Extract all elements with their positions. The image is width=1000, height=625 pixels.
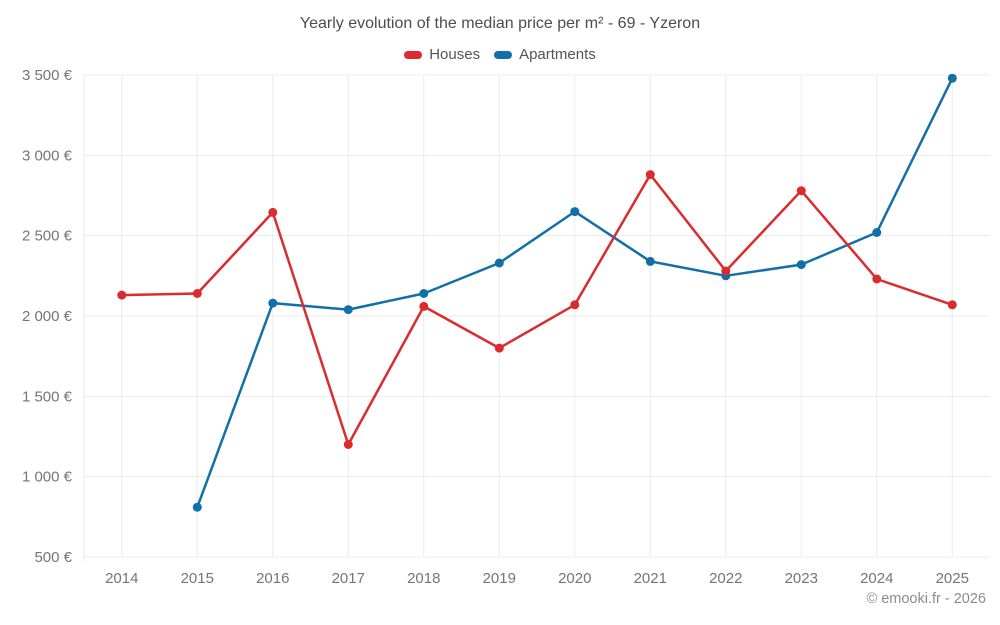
houses-point-2018[interactable] <box>419 301 429 311</box>
houses-point-2021[interactable] <box>645 170 655 180</box>
y-tick-label: 2 500 € <box>22 228 73 245</box>
houses-point-2017[interactable] <box>343 440 353 449</box>
houses-point-2022[interactable] <box>721 266 731 276</box>
y-tick-label: 2 000 € <box>22 308 73 325</box>
y-tick-label: 500 € <box>34 549 72 566</box>
x-tick-label: 2024 <box>860 570 893 587</box>
x-tick-label: 2015 <box>181 570 214 587</box>
watermark: © emooki.fr - 2026 <box>866 591 986 607</box>
chart-legend: Houses Apartments <box>0 46 1000 63</box>
apartments-point-2016[interactable] <box>268 298 278 308</box>
x-tick-label: 2019 <box>483 570 516 587</box>
houses-point-2016[interactable] <box>268 207 278 217</box>
x-tick-label: 2014 <box>105 570 138 587</box>
x-tick-label: 2022 <box>709 570 742 587</box>
apartments-point-2020[interactable] <box>570 207 580 217</box>
x-tick-label: 2021 <box>634 570 667 587</box>
x-tick-label: 2025 <box>936 570 969 587</box>
houses-point-2023[interactable] <box>796 186 806 196</box>
x-tick-label: 2017 <box>332 570 365 587</box>
y-tick-label: 3 000 € <box>22 147 73 164</box>
y-tick-label: 1 500 € <box>22 388 73 405</box>
houses-point-2024[interactable] <box>872 274 882 284</box>
x-tick-label: 2018 <box>407 570 440 587</box>
apartments-point-2023[interactable] <box>796 260 806 270</box>
apartments-point-2025[interactable] <box>947 73 957 83</box>
y-tick-label: 1 000 € <box>22 469 73 486</box>
houses-legend-swatch-icon <box>404 50 423 59</box>
houses-point-2019[interactable] <box>494 343 504 353</box>
apartments-point-2024[interactable] <box>872 228 882 237</box>
apartments-point-2019[interactable] <box>494 258 504 268</box>
apartments-point-2018[interactable] <box>419 289 429 298</box>
houses-point-2015[interactable] <box>192 289 202 298</box>
legend-item-houses[interactable]: Houses <box>404 46 480 63</box>
houses-point-2014[interactable] <box>117 290 127 300</box>
x-tick-label: 2020 <box>558 570 591 587</box>
apartments-point-2021[interactable] <box>645 256 655 266</box>
houses-legend-label: Houses <box>429 46 481 63</box>
houses-point-2020[interactable] <box>570 300 580 310</box>
x-tick-label: 2023 <box>785 570 818 587</box>
apartments-point-2017[interactable] <box>343 305 353 315</box>
legend-item-apartments[interactable]: Apartments <box>494 46 596 63</box>
x-tick-label: 2016 <box>256 570 289 587</box>
chart-title: Yearly evolution of the median price per… <box>299 15 701 32</box>
houses-line <box>120 173 954 446</box>
apartments-legend-label: Apartments <box>519 46 596 63</box>
apartments-point-2015[interactable] <box>192 502 202 512</box>
y-tick-label: 3 500 € <box>22 67 73 84</box>
houses-point-2025[interactable] <box>947 300 957 310</box>
apartments-legend-swatch-icon <box>494 50 513 59</box>
